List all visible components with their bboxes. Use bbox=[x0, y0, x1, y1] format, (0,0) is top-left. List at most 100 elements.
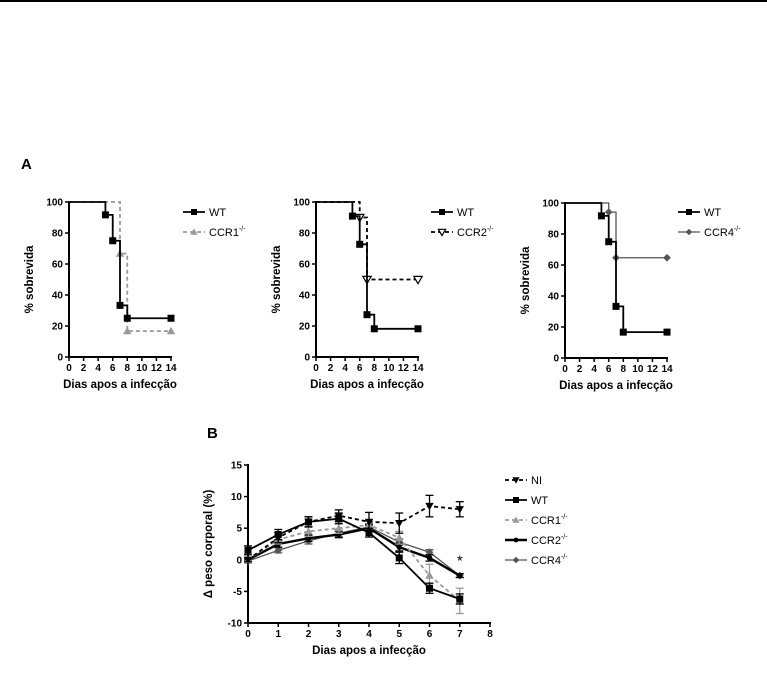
x-tick-label: 12 bbox=[647, 364, 659, 375]
weight-line bbox=[247, 517, 461, 600]
legend-label: CCR1-/- bbox=[209, 226, 246, 239]
data-point-square-icon bbox=[123, 314, 131, 322]
data-point-square-icon bbox=[167, 314, 175, 322]
data-point-square-icon bbox=[663, 328, 671, 336]
y-tick-label: 10 bbox=[231, 492, 243, 503]
data-point-square-icon bbox=[244, 546, 252, 554]
data-point-triangle-up-icon bbox=[123, 326, 132, 335]
legend-label-name: CCR2 bbox=[457, 227, 487, 239]
legend-label-name: CCR1 bbox=[531, 515, 561, 527]
y-tick-label: 40 bbox=[548, 292, 560, 303]
data-point-square-icon bbox=[597, 212, 605, 220]
legend-label-name: WT bbox=[209, 207, 226, 219]
data-point-triangle-down-icon bbox=[364, 518, 374, 527]
legend-label-name: CCR4 bbox=[704, 227, 734, 239]
legend-label-superscript: -/- bbox=[487, 226, 494, 233]
legend-label-superscript: -/- bbox=[561, 554, 568, 561]
legend-label-name: CCR2 bbox=[531, 535, 561, 547]
data-point-square-icon bbox=[619, 328, 627, 336]
y-tick-label: 100 bbox=[293, 198, 310, 209]
data-point-triangle-down-icon bbox=[455, 506, 464, 514]
legend-item-wt: WT bbox=[431, 207, 474, 219]
legend-label: WT bbox=[704, 207, 721, 219]
x-tick-label: 6 bbox=[427, 629, 433, 640]
panel-label-b: B bbox=[207, 425, 218, 442]
x-axis-title: Dias apos a infecção bbox=[559, 380, 673, 392]
legend-marker-triangle-up-icon bbox=[512, 516, 520, 523]
legend-marker-triangle-down-icon bbox=[512, 477, 520, 484]
x-tick-label: 8 bbox=[621, 364, 627, 375]
chart-body-weight: -10 -5 0 5 10 15 0 1 2 3 4 5 6 7 8 Dias apos a infecção… bbox=[203, 461, 568, 658]
legend-label: WT bbox=[531, 495, 548, 507]
y-tick-label: 0 bbox=[236, 555, 242, 566]
y-axis-title: % sobrevida bbox=[271, 245, 283, 313]
legend-label-name: WT bbox=[531, 495, 548, 507]
x-tick-label: 0 bbox=[66, 363, 72, 374]
survival-step-line bbox=[69, 201, 171, 333]
legend-label: CCR1-/- bbox=[531, 514, 568, 527]
legend-marker-square-icon bbox=[686, 209, 692, 215]
data-point-triangle-up-icon bbox=[425, 571, 434, 579]
legend-marker-circle-icon bbox=[513, 537, 519, 543]
legend-marker-diamond-icon bbox=[512, 556, 520, 564]
legend-label: WT bbox=[209, 207, 226, 219]
legend-label-name: WT bbox=[704, 207, 721, 219]
series-ccr4 bbox=[565, 202, 671, 262]
y-tick-label: 0 bbox=[57, 353, 63, 364]
data-point-square-icon bbox=[356, 240, 364, 248]
x-tick-label: 10 bbox=[632, 364, 644, 375]
y-tick-label: 100 bbox=[542, 199, 559, 210]
y-tick-label: 20 bbox=[52, 322, 64, 333]
y-tick-label: 100 bbox=[46, 198, 63, 209]
x-tick-label: 14 bbox=[165, 363, 177, 374]
survival-step-line bbox=[69, 201, 171, 320]
data-point-square-icon bbox=[605, 238, 613, 246]
legend-item-wt: WT bbox=[505, 495, 548, 507]
y-tick-label: 20 bbox=[299, 322, 311, 333]
data-point-triangle-up-icon bbox=[166, 326, 176, 335]
legend-label: CCR4-/- bbox=[531, 554, 568, 567]
legend-marker-square-icon bbox=[191, 209, 197, 215]
x-tick-label: 2 bbox=[306, 629, 312, 640]
legend-label-name: CCR4 bbox=[531, 555, 561, 567]
y-tick-label: 20 bbox=[548, 323, 560, 334]
significance-asterisk: * bbox=[457, 553, 463, 570]
data-point-circle-icon bbox=[426, 555, 433, 561]
x-tick-label: 4 bbox=[95, 363, 101, 374]
data-point-diamond-icon bbox=[663, 253, 671, 262]
legend-item-ccr4: CCR4-/- bbox=[678, 226, 741, 239]
weight-line bbox=[247, 505, 460, 561]
panel-label-a: A bbox=[21, 156, 32, 173]
legend-label: CCR2-/- bbox=[531, 534, 568, 547]
y-tick-label: -10 bbox=[228, 619, 243, 630]
data-point-triangle-up-icon bbox=[334, 524, 343, 532]
data-point-triangle-up-icon bbox=[395, 533, 404, 541]
y-tick-label: 0 bbox=[553, 354, 559, 365]
legend-item-ccr4: CCR4-/- bbox=[505, 554, 568, 567]
data-point-square-icon bbox=[363, 311, 371, 319]
x-tick-label: 0 bbox=[245, 629, 251, 640]
legend-marker-triangle-down-open-icon bbox=[437, 228, 447, 237]
legend-item-ccr1: CCR1-/- bbox=[505, 514, 568, 527]
data-point-triangle-down-icon bbox=[243, 556, 253, 564]
data-point-triangle-down-icon bbox=[395, 519, 404, 528]
series-wt bbox=[565, 202, 671, 336]
data-point-square-icon bbox=[414, 325, 422, 333]
y-tick-label: 60 bbox=[299, 260, 311, 271]
legend-label: NI bbox=[531, 475, 542, 487]
data-point-square-icon bbox=[348, 212, 356, 220]
survival-step-line bbox=[565, 202, 667, 334]
data-point-diamond-icon bbox=[604, 208, 613, 216]
legend-item-ni: NI bbox=[505, 475, 542, 487]
legend-label-name: NI bbox=[531, 475, 542, 487]
legend-label-name: CCR1 bbox=[209, 227, 239, 239]
x-axis-title: Dias apos a infecção bbox=[312, 645, 426, 657]
data-point-square-icon bbox=[365, 529, 373, 537]
x-tick-label: 8 bbox=[487, 629, 493, 640]
x-tick-label: 8 bbox=[372, 363, 378, 374]
data-point-square-icon bbox=[109, 237, 117, 245]
data-point-triangle-down-icon bbox=[334, 512, 343, 520]
legend-marker-diamond-icon bbox=[685, 228, 693, 236]
x-tick-label: 10 bbox=[383, 363, 395, 374]
